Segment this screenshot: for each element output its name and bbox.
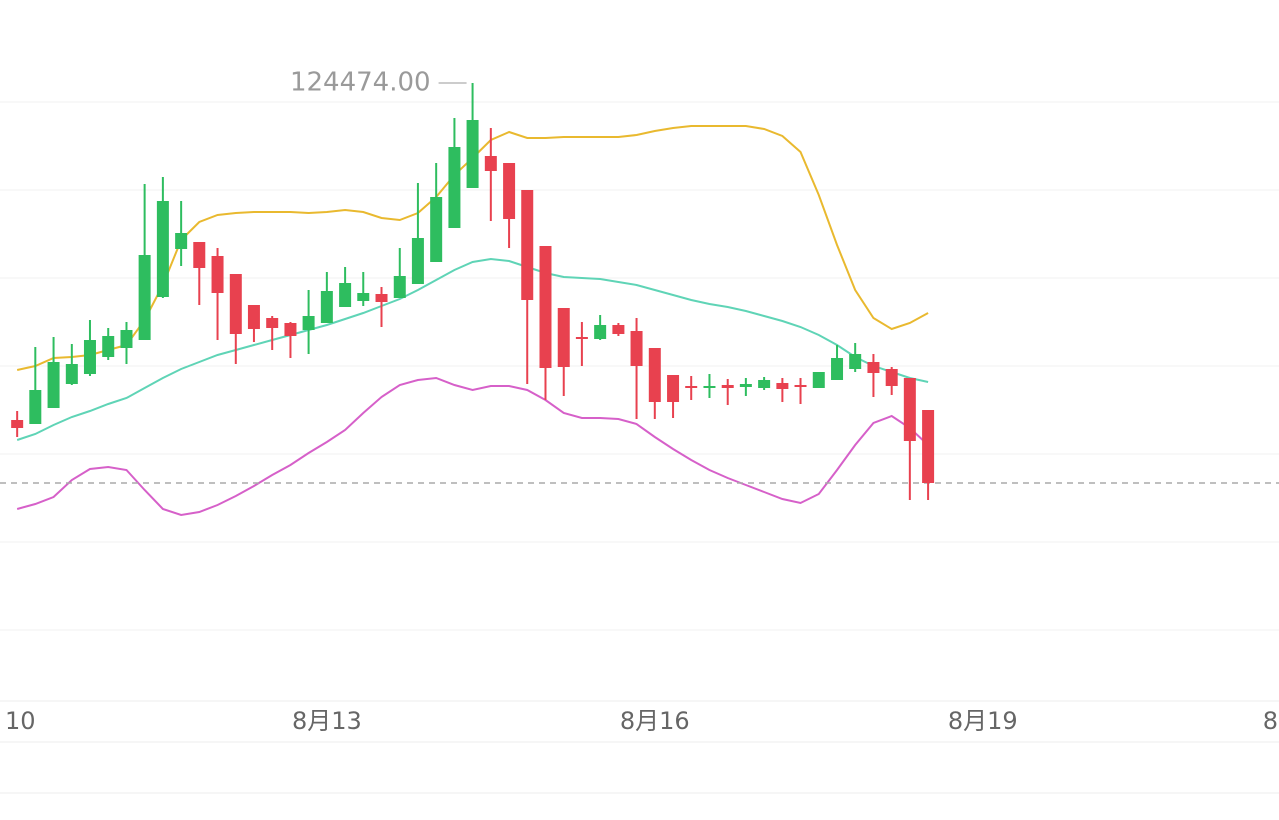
candle-body	[193, 242, 206, 268]
candle-body	[612, 325, 625, 334]
candle-body	[484, 156, 497, 171]
candle-body	[156, 201, 169, 297]
candle-body	[867, 362, 880, 373]
candle-body	[630, 331, 643, 366]
x-tick-label: 8月13	[292, 707, 362, 735]
x-tick-label: 10	[5, 707, 36, 735]
candle-body	[120, 330, 133, 348]
candle-body	[83, 340, 96, 374]
candle-body	[849, 354, 862, 369]
candle-body	[667, 375, 680, 402]
x-tick-label: 8	[1263, 707, 1278, 735]
bands	[0, 125, 1279, 517]
candle-body	[138, 255, 151, 340]
candle-body	[703, 386, 716, 388]
candle-body	[466, 120, 479, 188]
candle-body	[539, 246, 552, 368]
candle-body	[375, 294, 388, 302]
candle-body	[175, 233, 188, 249]
candle-body	[776, 383, 789, 389]
candle-body	[302, 316, 315, 330]
candle-body	[211, 256, 224, 293]
candle-body	[594, 325, 607, 339]
candle-body	[521, 190, 534, 300]
labels: 10 8月13 8月16 8月19 8 124474.00	[5, 68, 1278, 735]
candle-body	[284, 323, 297, 336]
candles	[11, 83, 935, 500]
candle-body	[430, 197, 443, 262]
candle-body	[648, 348, 661, 402]
candle-body	[29, 390, 42, 424]
candle-body	[794, 385, 807, 387]
candle-body	[247, 305, 260, 329]
candle-body	[758, 380, 771, 388]
candle-body	[65, 364, 78, 384]
candle-body	[831, 358, 844, 380]
candle-body	[339, 283, 352, 307]
max-label: 124474.00	[290, 68, 431, 98]
candle-body	[229, 274, 242, 334]
candle-body	[320, 291, 333, 323]
candle-body	[11, 420, 24, 428]
candle-body	[721, 385, 734, 388]
candle-body	[266, 318, 279, 328]
candle-body	[503, 163, 516, 219]
candle-body	[557, 308, 570, 367]
candle-body	[903, 378, 916, 441]
candle-body	[102, 336, 115, 357]
candle-body	[685, 386, 698, 388]
candle-body	[47, 362, 60, 408]
x-tick-label: 8月16	[620, 707, 690, 735]
candle-body	[575, 337, 588, 339]
band-line	[16, 376, 929, 517]
candle-body	[357, 293, 370, 301]
x-tick-label: 8月19	[948, 707, 1018, 735]
candle-body	[448, 147, 461, 228]
candle-body	[411, 238, 424, 284]
candle-body	[812, 372, 825, 388]
candle-body	[739, 384, 752, 387]
candle-body	[922, 410, 935, 483]
candle-body	[393, 276, 406, 298]
band-line	[16, 257, 929, 441]
candle-body	[885, 369, 898, 386]
